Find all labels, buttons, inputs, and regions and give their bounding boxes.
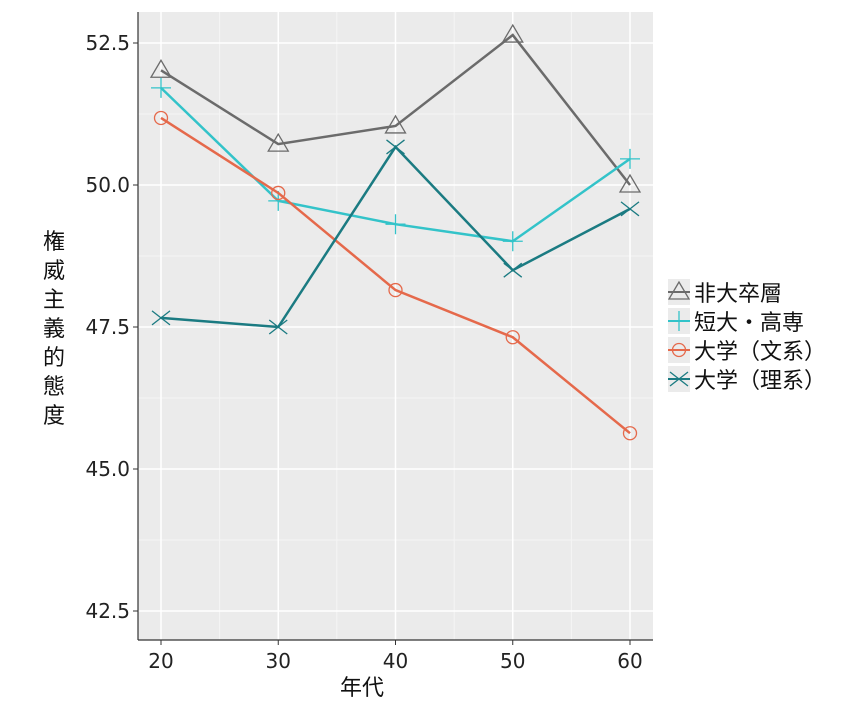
legend-marker: [669, 310, 689, 331]
series-0: [149, 23, 642, 193]
legend-key-circle-icon: [668, 336, 690, 363]
y-axis-label: 権威主義的態度: [42, 230, 65, 429]
legend-label: 大学（理系）: [694, 368, 827, 394]
y-tick-label: 50.0: [85, 173, 130, 197]
data-point: [384, 114, 407, 134]
data-point: [620, 201, 640, 217]
data-point: [153, 110, 169, 126]
y-tick-label: 45.0: [85, 457, 130, 481]
data-point: [149, 58, 173, 78]
data-point: [503, 262, 523, 278]
series-line: [160, 116, 631, 435]
legend-item: 大学（理系）: [668, 364, 827, 394]
data-point: [385, 214, 406, 235]
data-point: [502, 231, 523, 252]
x-tick-label: 20: [148, 649, 173, 673]
legend-item: 短大・高専: [668, 306, 826, 336]
x-axis-label: 年代: [340, 676, 385, 701]
y-tick-label: 42.5: [85, 599, 130, 623]
series-3: [151, 139, 640, 335]
legend-marker: [669, 370, 689, 387]
legend-label: 短大・高専: [694, 310, 805, 336]
data-point: [151, 77, 171, 98]
data-point: [386, 139, 405, 155]
data-point: [388, 282, 403, 298]
legend-key-triangle-icon: [668, 278, 690, 305]
legend-marker: [668, 280, 690, 300]
series-line: [160, 33, 631, 186]
x-tick-label: 50: [500, 649, 525, 673]
legend-key-x-icon: [668, 365, 690, 392]
x-tick-label: 60: [617, 649, 642, 673]
data-point: [501, 23, 524, 43]
data-point: [268, 319, 288, 335]
data-point: [151, 310, 171, 326]
data-point: [618, 173, 642, 193]
y-tick-label: 52.5: [85, 31, 130, 55]
x-tick-label: 30: [266, 649, 291, 673]
data-point: [505, 330, 520, 345]
y-tick-label: 47.5: [85, 315, 130, 339]
legend-label: 大学（文系）: [694, 339, 827, 365]
data-point: [620, 148, 640, 169]
legend-key-plus-icon: [668, 307, 690, 334]
x-tick-label: 40: [383, 649, 408, 673]
data-point: [267, 132, 290, 152]
data-point: [271, 185, 286, 201]
legend-marker: [671, 342, 687, 357]
legend: 非大卒層短大・高専大学（文系） 大学（理系）: [668, 277, 827, 394]
series-2: [153, 110, 638, 441]
data-point: [622, 426, 638, 441]
series-1: [151, 77, 640, 252]
legend-item: 大学（文系）: [668, 335, 827, 365]
legend-label: 非大卒層: [694, 281, 783, 307]
legend-item: 非大卒層: [668, 277, 826, 307]
